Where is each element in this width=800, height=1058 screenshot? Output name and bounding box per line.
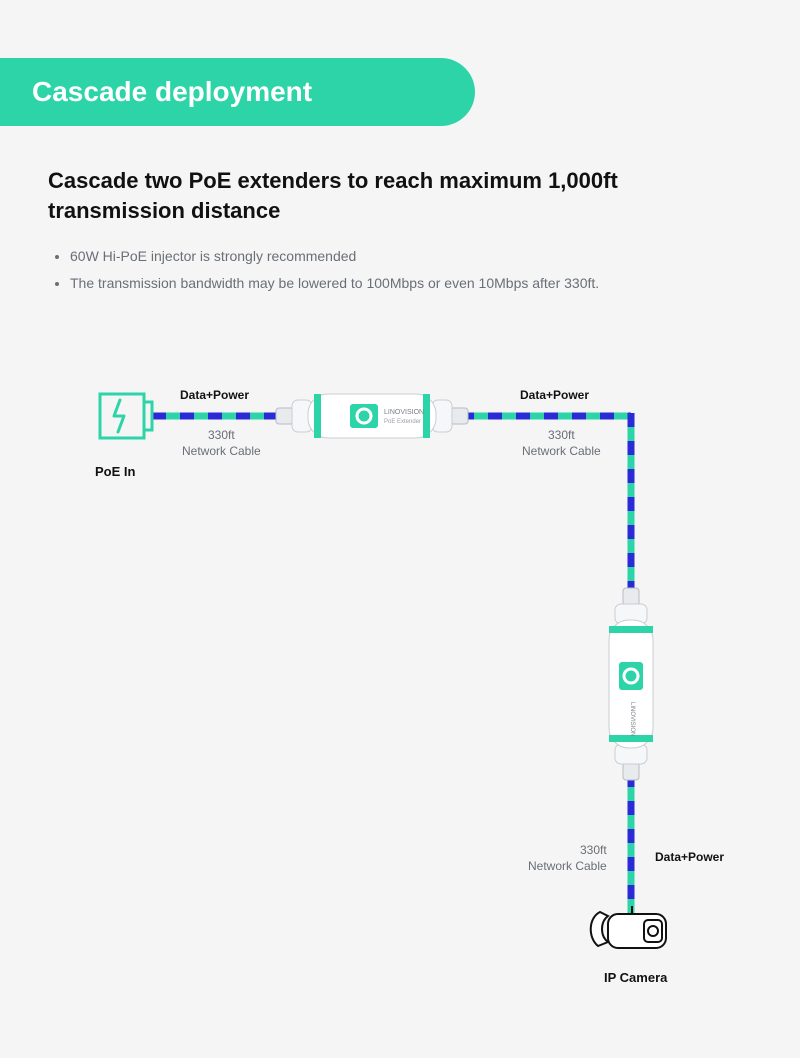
cable-label-1: 330ftNetwork Cable [182,428,261,459]
device-brand-text: LINOVISION [384,409,424,416]
poe-in-icon [96,386,156,446]
content-block: Cascade two PoE extenders to reach maxim… [0,126,800,297]
data-power-label-1: Data+Power [180,388,249,402]
diagram-area: LINOVISION PoE Extender LINOVISION Data+… [0,368,800,1058]
data-power-label-2: Data+Power [520,388,589,402]
svg-text:PoE Extender: PoE Extender [384,419,421,425]
title-banner: Cascade deployment [0,58,475,126]
cable-label-3: 330ftNetwork Cable [528,843,607,874]
data-power-label-3: Data+Power [655,850,724,864]
extender-2: LINOVISION [601,584,661,784]
cable-label-2: 330ftNetwork Cable [522,428,601,459]
headline: Cascade two PoE extenders to reach maxim… [48,166,752,225]
bullet-list: 60W Hi-PoE injector is strongly recommen… [48,243,752,296]
bullet-item: The transmission bandwidth may be lowere… [70,270,752,297]
bullet-item: 60W Hi-PoE injector is strongly recommen… [70,243,752,270]
svg-text:LINOVISION: LINOVISION [629,702,635,736]
banner-title: Cascade deployment [32,76,312,107]
ip-camera-label: IP Camera [604,970,667,985]
ip-camera-icon [588,900,678,970]
extender-1: LINOVISION PoE Extender [272,386,472,446]
poe-in-label: PoE In [95,464,135,479]
